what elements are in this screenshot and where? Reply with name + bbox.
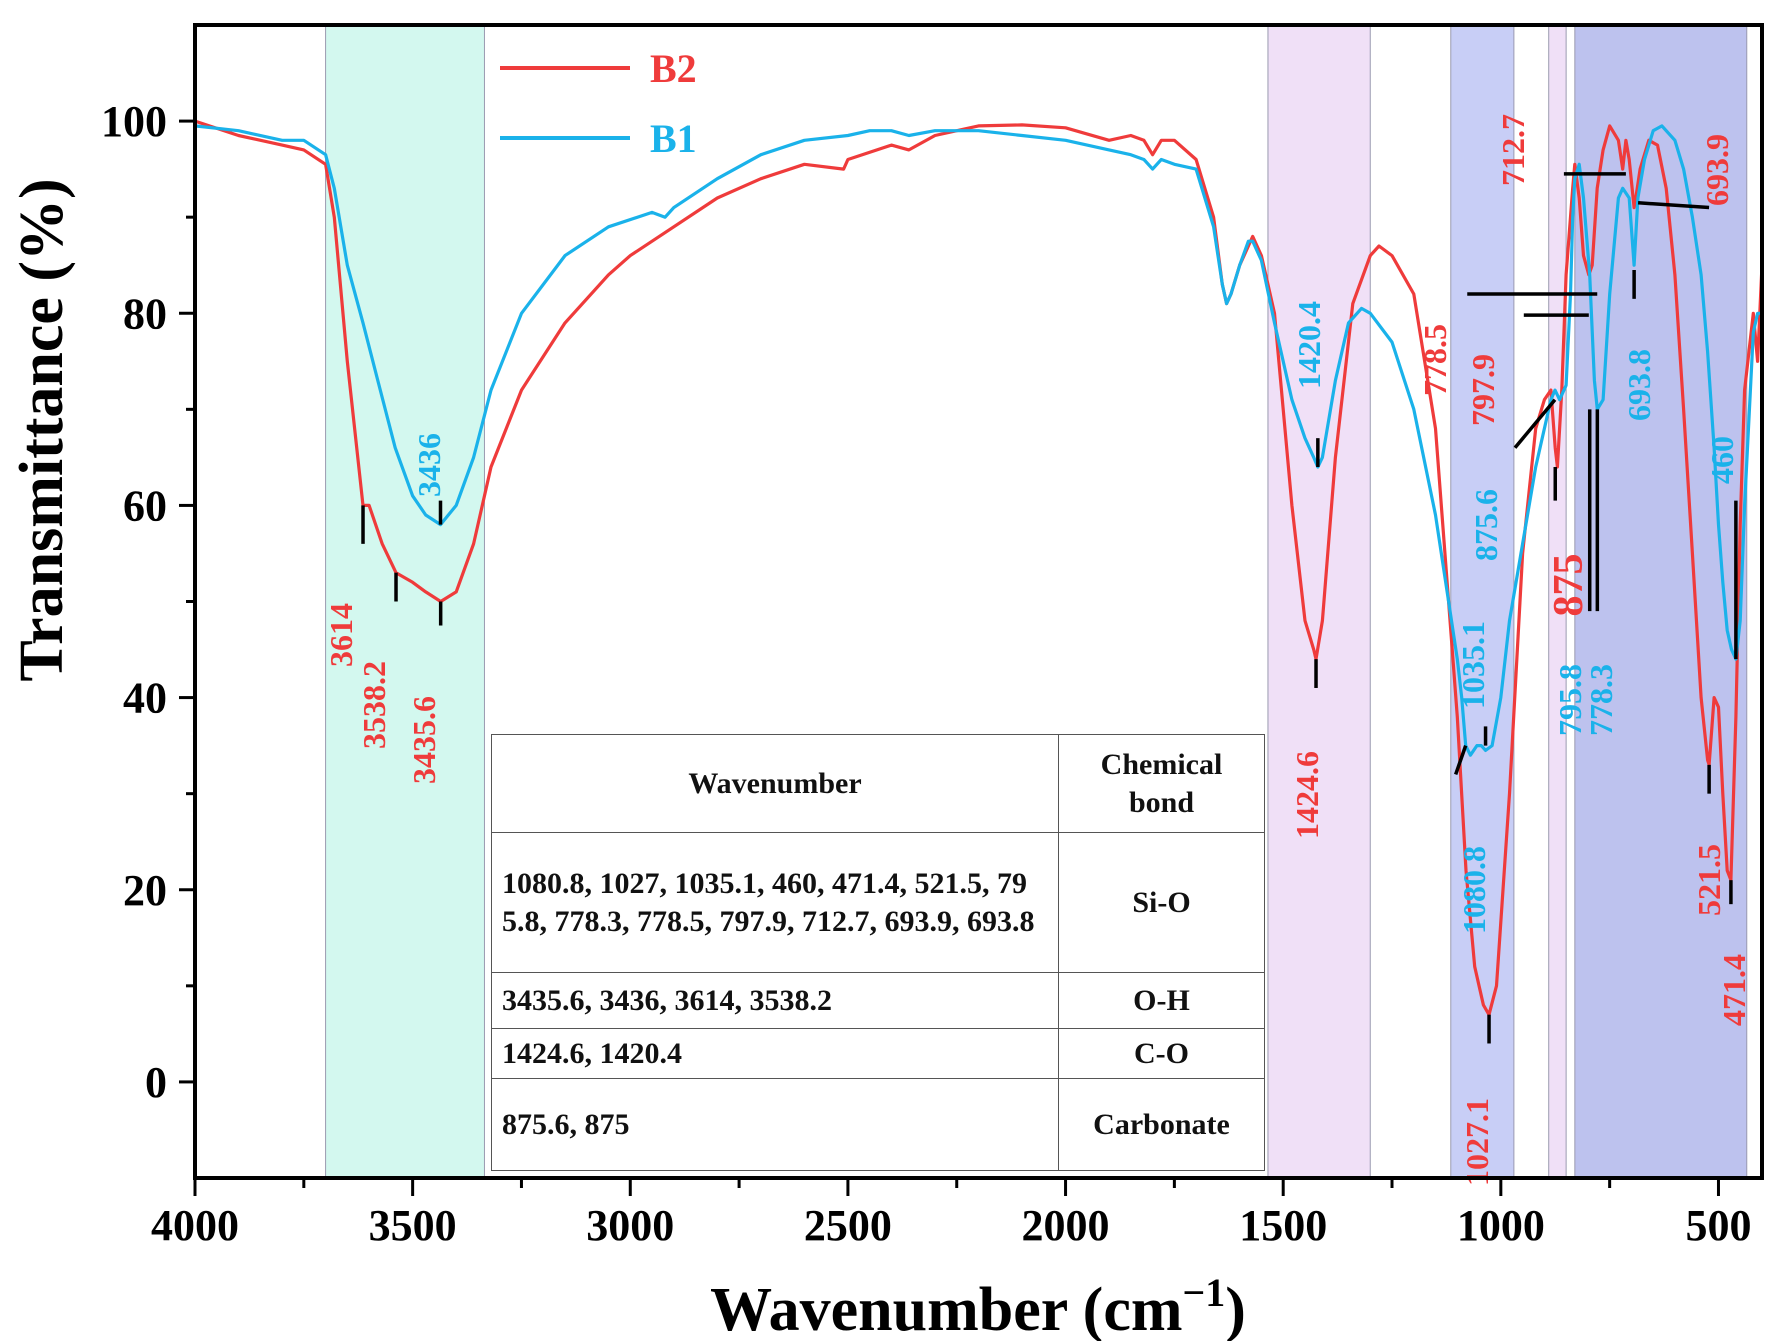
annotation-label: 3436	[411, 433, 447, 497]
series-line-b2	[194, 119, 1764, 1017]
x-axis-title-close: )	[1225, 1276, 1246, 1341]
x-tick-label: 3000	[586, 1201, 674, 1250]
table-row: 1080.8, 1027, 1035.1, 460, 471.4, 521.5,…	[491, 832, 1265, 973]
y-tick-label: 0	[145, 1058, 167, 1107]
x-tick-label: 1500	[1239, 1201, 1327, 1250]
annotation-label: 471.4	[1716, 954, 1752, 1026]
band-4	[1574, 24, 1748, 1179]
table-row: 875.6, 875 Carbonate	[491, 1078, 1265, 1171]
table-header-bond: Chemical bond	[1058, 734, 1265, 833]
highlight-bands	[325, 24, 1748, 1179]
annotation-label: 3435.6	[406, 696, 442, 784]
annotation-label: 778.5	[1417, 324, 1453, 396]
y-tick-label: 60	[123, 481, 167, 530]
annotation-leader	[1454, 745, 1468, 776]
annotation-label: 778.3	[1583, 664, 1619, 736]
annotation-label: 3538.2	[356, 661, 392, 749]
annotation-label: 875.6	[1468, 489, 1504, 561]
y-tick-label: 100	[101, 97, 167, 146]
x-tick-label: 500	[1685, 1201, 1751, 1250]
annotation-label: 1080.8	[1456, 846, 1492, 934]
annotation-label: 693.8	[1621, 349, 1657, 421]
x-axis-title: Wavenumber (cm−1)	[710, 1270, 1246, 1341]
spectrum-lines	[194, 119, 1764, 1017]
y-tick-label: 40	[123, 674, 167, 723]
annotation-label: 460	[1704, 436, 1740, 484]
y-axis-ticks: 0 20 40 60 80 100	[101, 97, 195, 1107]
table-header-wavenumber: Wavenumber	[491, 734, 1059, 833]
annotation-label: 1027.1	[1459, 1098, 1495, 1186]
chemical-bond-table: Wavenumber Chemical bond 1080.8, 1027, 1…	[491, 734, 1265, 1171]
annotation-leaders	[361, 172, 1738, 1044]
band-1	[1267, 24, 1371, 1179]
legend-label-b2: B2	[650, 46, 697, 91]
table-cell-bond: C-O	[1058, 1028, 1265, 1079]
annotation-label: 1424.6	[1289, 751, 1325, 839]
series-line-b1	[194, 124, 1762, 757]
band-0	[325, 24, 485, 1179]
annotation-label: 1420.4	[1291, 301, 1327, 389]
annotation-label: 797.9	[1465, 354, 1501, 426]
table-cell-wavenumbers: 875.6, 875	[491, 1078, 1059, 1171]
annotation-label: 1035.1	[1455, 621, 1491, 709]
annotation-leader	[1513, 398, 1557, 449]
annotation-label: 521.5	[1691, 844, 1727, 916]
annotation-label: 875	[1546, 554, 1592, 617]
legend-label-b1: B1	[650, 116, 697, 161]
x-tick-label: 2500	[804, 1201, 892, 1250]
table-header-row: Wavenumber Chemical bond	[491, 734, 1265, 833]
table-cell-wavenumbers: 1080.8, 1027, 1035.1, 460, 471.4, 521.5,…	[491, 832, 1059, 973]
y-axis-title: Transmittance (%)	[8, 178, 76, 681]
x-tick-label: 1000	[1457, 1201, 1545, 1250]
annotation-label: 693.9	[1699, 134, 1735, 206]
y-tick-label: 20	[123, 866, 167, 915]
x-axis-title-main: Wavenumber (cm	[710, 1276, 1182, 1341]
annotation-label: 712.7	[1495, 114, 1531, 186]
table-cell-bond: Carbonate	[1058, 1078, 1265, 1171]
table-cell-bond: Si-O	[1058, 832, 1265, 973]
x-axis-ticks: 4000 3500 3000 2500 2000 1500 1000 500	[151, 1178, 1751, 1250]
table-row: 3435.6, 3436, 3614, 3538.2 O-H	[491, 972, 1265, 1029]
table-cell-bond: O-H	[1058, 972, 1265, 1029]
table-cell-wavenumbers: 1424.6, 1420.4	[491, 1028, 1059, 1079]
legend: B2 B1	[500, 46, 697, 161]
annotation-label: 3614	[323, 603, 359, 667]
x-tick-label: 2000	[1022, 1201, 1110, 1250]
x-tick-label: 4000	[151, 1201, 239, 1250]
table-row: 1424.6, 1420.4 C-O	[491, 1028, 1265, 1079]
y-tick-label: 80	[123, 289, 167, 338]
annotation-leader	[1637, 201, 1710, 210]
table-cell-wavenumbers: 3435.6, 3436, 3614, 3538.2	[491, 972, 1059, 1029]
annotation-label: 795.8	[1552, 664, 1588, 736]
x-tick-label: 3500	[369, 1201, 457, 1250]
x-axis-title-sup: −1	[1182, 1270, 1225, 1315]
